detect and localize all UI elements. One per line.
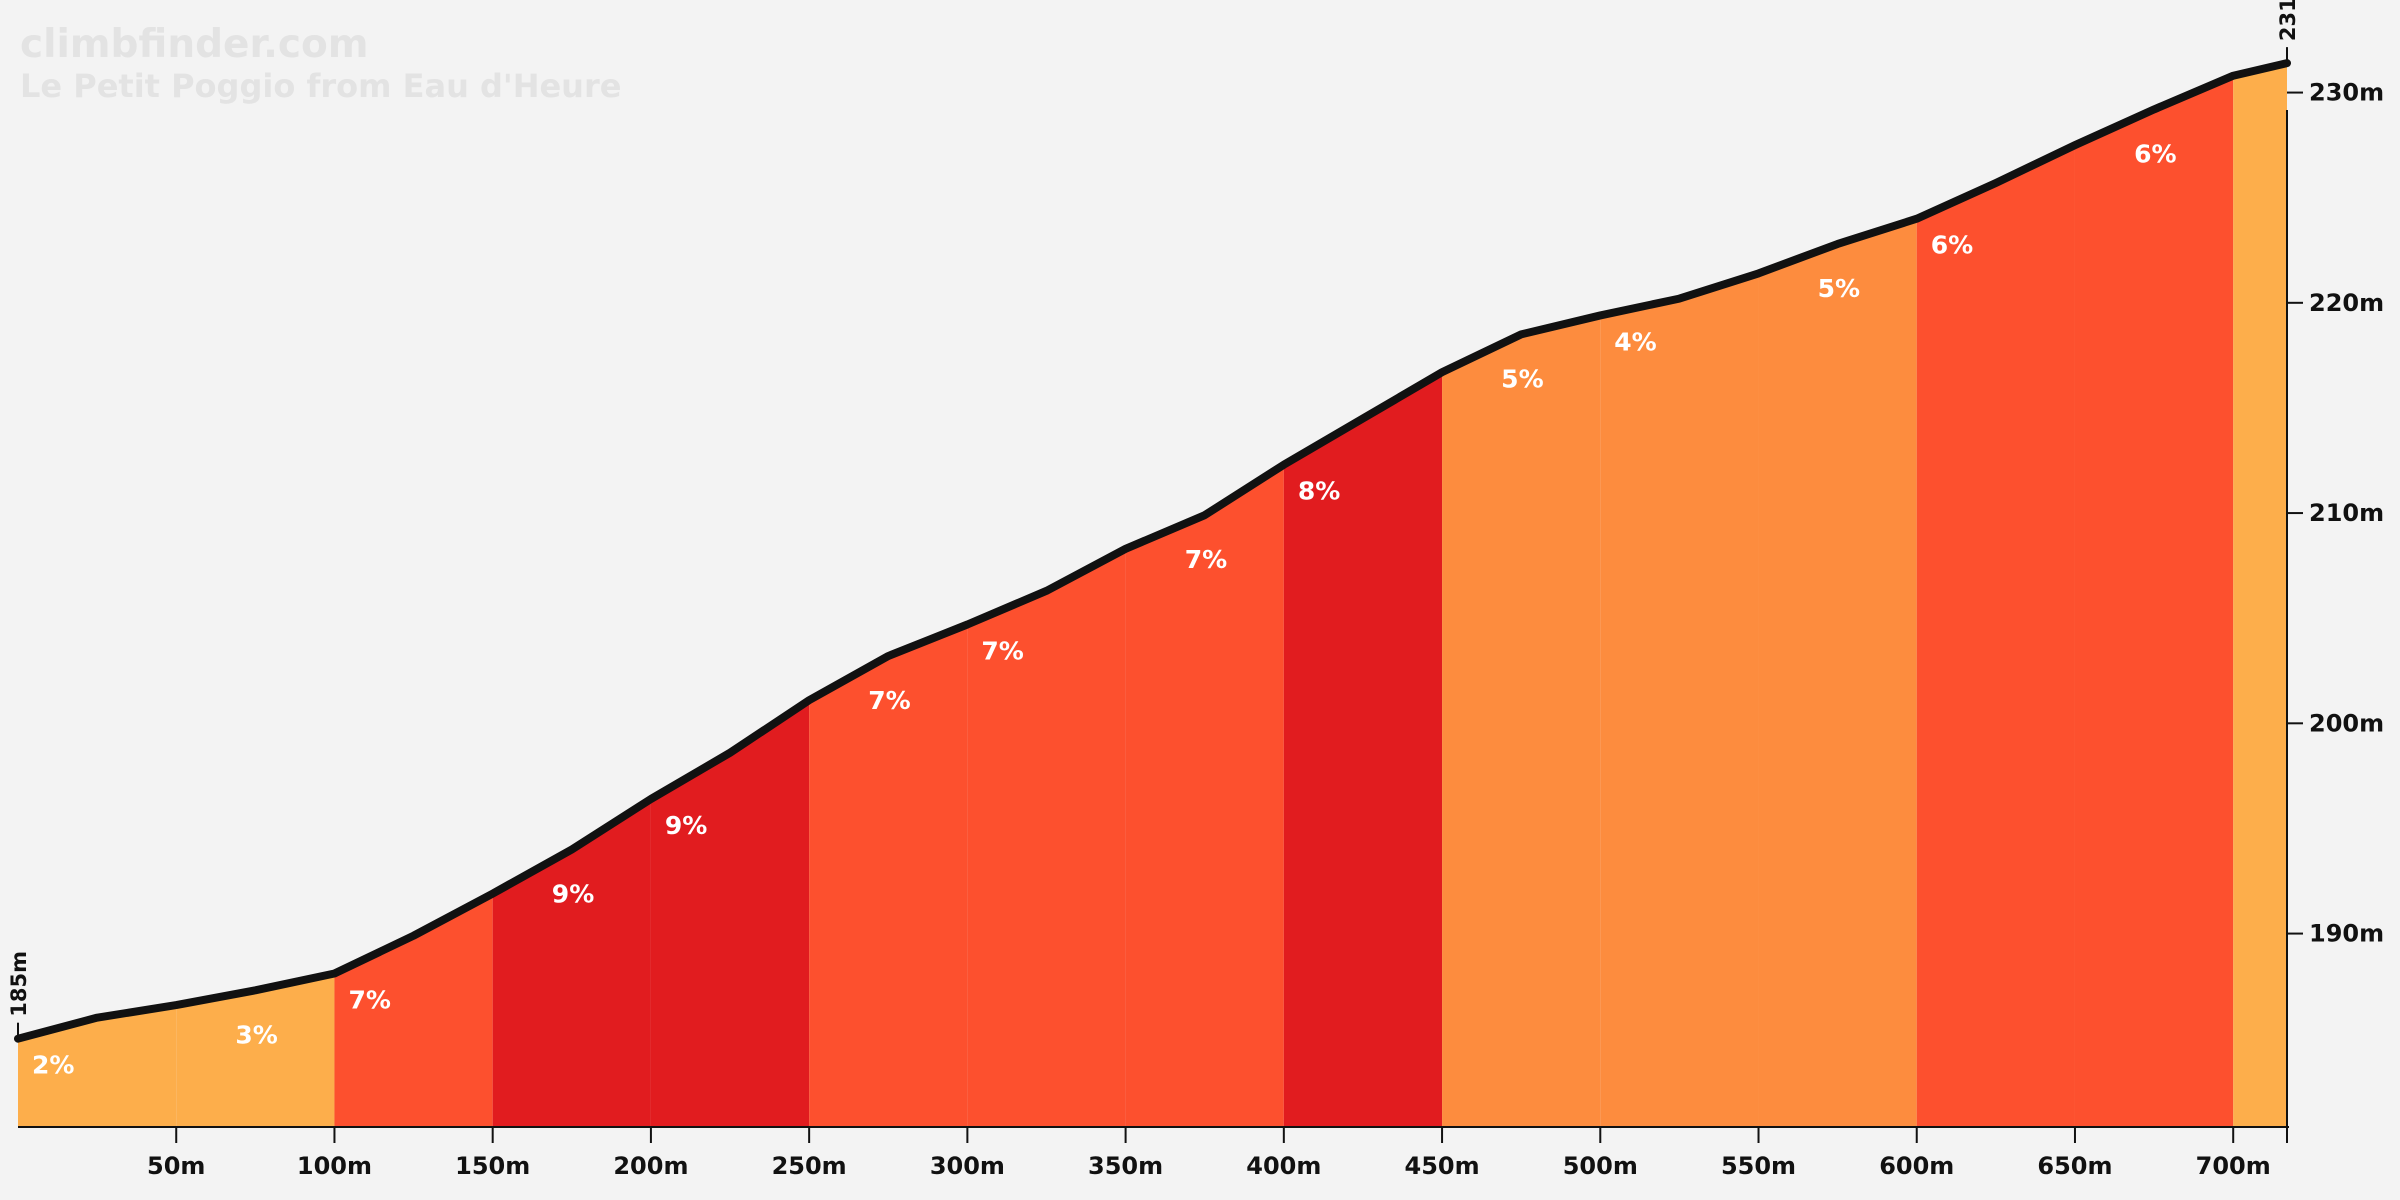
- y-tick-label: 210m: [2309, 499, 2384, 527]
- x-tick-label: 350m: [1088, 1152, 1163, 1180]
- x-tick-label: 450m: [1405, 1152, 1480, 1180]
- y-tick-label: 190m: [2309, 920, 2384, 948]
- x-tick-label: 700m: [2196, 1152, 2271, 1180]
- gradient-segment-8: [1283, 372, 1443, 1128]
- gradient-segment-12: [1916, 145, 2075, 1127]
- x-tick-label: 500m: [1563, 1152, 1638, 1180]
- climb-name-watermark: Le Petit Poggio from Eau d'Heure: [20, 67, 621, 105]
- end-elevation-label: 231m: [2276, 0, 2300, 41]
- gradient-segment-14: [2233, 63, 2287, 1127]
- start-elevation-label: 185m: [7, 951, 31, 1017]
- elevation-profile-line: [14, 59, 2291, 1043]
- gradient-segment-1: [176, 973, 335, 1127]
- grade-label: 9%: [665, 811, 707, 840]
- x-tick-label: 100m: [297, 1152, 372, 1180]
- y-tick-label: 200m: [2309, 709, 2384, 737]
- grade-label: 7%: [981, 636, 1023, 665]
- x-tick-label: 50m: [147, 1152, 205, 1180]
- x-tick-label: 250m: [772, 1152, 847, 1180]
- gradient-segment-11: [1758, 218, 1917, 1127]
- grade-label: 7%: [868, 686, 910, 715]
- grade-label: 7%: [348, 986, 390, 1015]
- gradient-segment-6: [967, 548, 1126, 1127]
- grade-label: 5%: [1818, 274, 1860, 303]
- grade-label: 6%: [1931, 231, 1973, 260]
- y-tick-label: 230m: [2309, 79, 2384, 107]
- gradient-segment-9: [1442, 315, 1601, 1127]
- gradient-segment-10: [1600, 273, 1759, 1127]
- x-tick-label: 150m: [455, 1152, 530, 1180]
- site-watermark: climbfinder.com: [20, 22, 369, 67]
- gradient-segment-13: [2074, 75, 2234, 1127]
- gradient-segment-7: [1125, 464, 1284, 1128]
- grade-label: 4%: [1614, 327, 1656, 356]
- grade-label: 9%: [552, 879, 594, 908]
- gradient-fill-segments: [18, 63, 2287, 1128]
- axes: 50m 100m 150m 200m 250m 300m 350m 400m 450m 500m 5…: [18, 79, 2384, 1180]
- grade-label: 2%: [32, 1051, 74, 1080]
- x-tick-label: 550m: [1721, 1152, 1796, 1180]
- x-tick-label: 400m: [1246, 1152, 1321, 1180]
- elevation-end-labels: 185m 231m: [7, 0, 2300, 1039]
- x-tick-label: 300m: [930, 1152, 1005, 1180]
- gradient-segment-0: [18, 1005, 177, 1127]
- gradient-segment-4: [650, 700, 810, 1127]
- gradient-segment-2: [334, 893, 493, 1127]
- profile-line-group: [14, 59, 2291, 1043]
- grade-label: 8%: [1298, 477, 1340, 506]
- grade-label: 6%: [2134, 139, 2176, 168]
- x-tick-label: 200m: [613, 1152, 688, 1180]
- gradient-segment-5: [809, 624, 968, 1127]
- grade-label: 7%: [1185, 545, 1227, 574]
- y-tick-label: 220m: [2309, 289, 2384, 317]
- grade-label: 3%: [235, 1020, 277, 1049]
- x-tick-label: 650m: [2037, 1152, 2112, 1180]
- x-tick-label: 600m: [1879, 1152, 1954, 1180]
- grade-label: 5%: [1501, 364, 1543, 393]
- gradient-segment-3: [492, 799, 651, 1127]
- grade-labels: 2% 3% 7% 9% 9% 7% 7% 7% 8% 5% 4% 5% 6% 6%: [32, 139, 2177, 1079]
